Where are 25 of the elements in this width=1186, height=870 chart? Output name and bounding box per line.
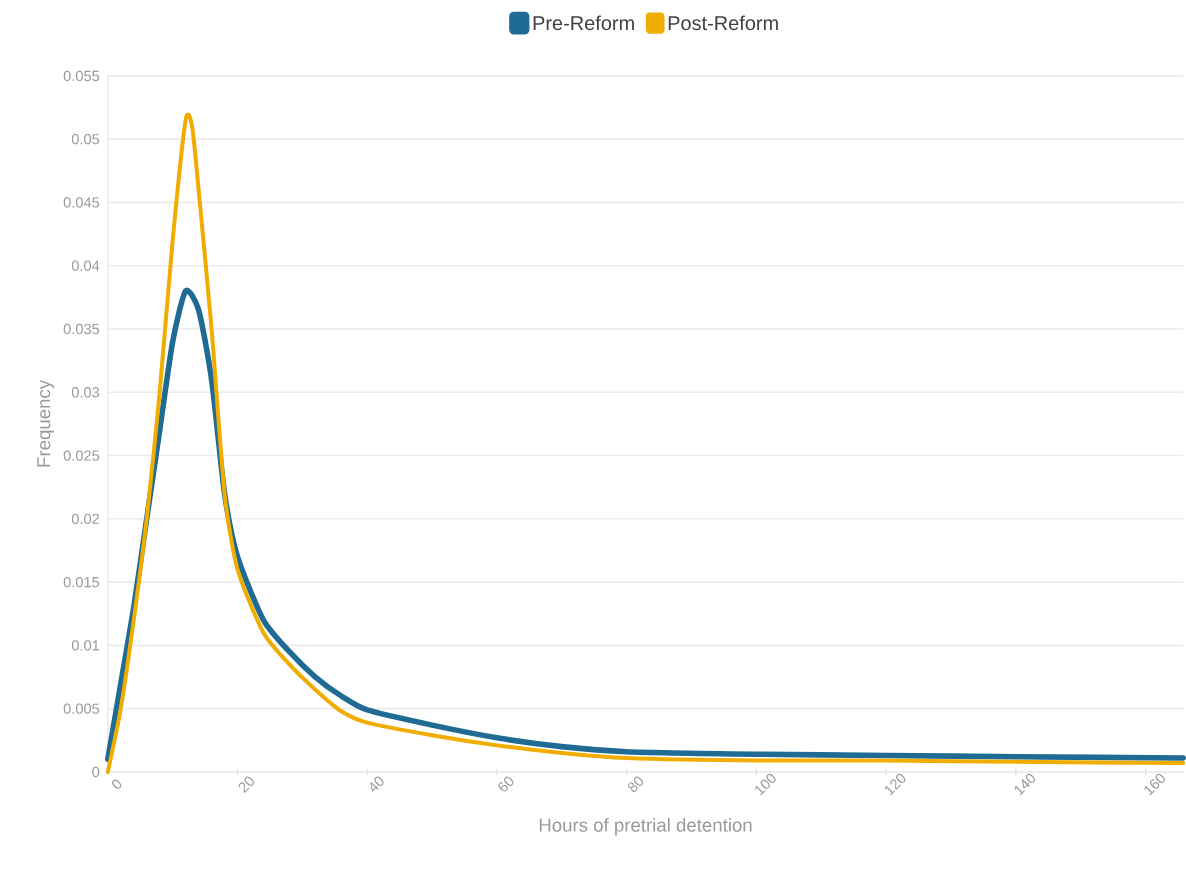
x-axis-title: Hours of pretrial detention — [539, 817, 752, 836]
y-tick-label: 0.01 — [71, 640, 100, 651]
y-tick-label: 0.02 — [71, 513, 100, 524]
x-tick-label: 80 — [627, 776, 644, 792]
x-tick-label: 140 — [1014, 773, 1036, 796]
y-axis-title: Frequency — [37, 379, 54, 467]
y-tick-label: 0.055 — [63, 70, 100, 81]
x-tick-label: 40 — [370, 776, 384, 792]
y-tick-label: 0.005 — [63, 703, 100, 714]
y-tick-label: 0.015 — [63, 576, 100, 588]
y-tick-label: 0.035 — [63, 323, 100, 334]
x-tick-label: 160 — [1144, 773, 1165, 796]
legend-label: Pre-Reform — [533, 15, 634, 30]
y-tick-label: 0.025 — [63, 450, 100, 461]
y-tick-label: 0.05 — [71, 133, 100, 145]
x-tick-label: 0 — [112, 779, 122, 789]
x-tick-label: 20 — [238, 776, 254, 793]
y-tick-label: 0.03 — [71, 386, 100, 398]
y-tick-label: 0 — [92, 766, 100, 777]
legend-label: Post-Reform — [668, 15, 778, 30]
y-tick-label: 0.045 — [63, 197, 100, 208]
x-tick-label: 100 — [755, 773, 776, 796]
y-tick-label: 0.04 — [71, 260, 100, 271]
x-tick-label: 60 — [498, 776, 514, 792]
x-tick-label: 120 — [884, 773, 906, 796]
